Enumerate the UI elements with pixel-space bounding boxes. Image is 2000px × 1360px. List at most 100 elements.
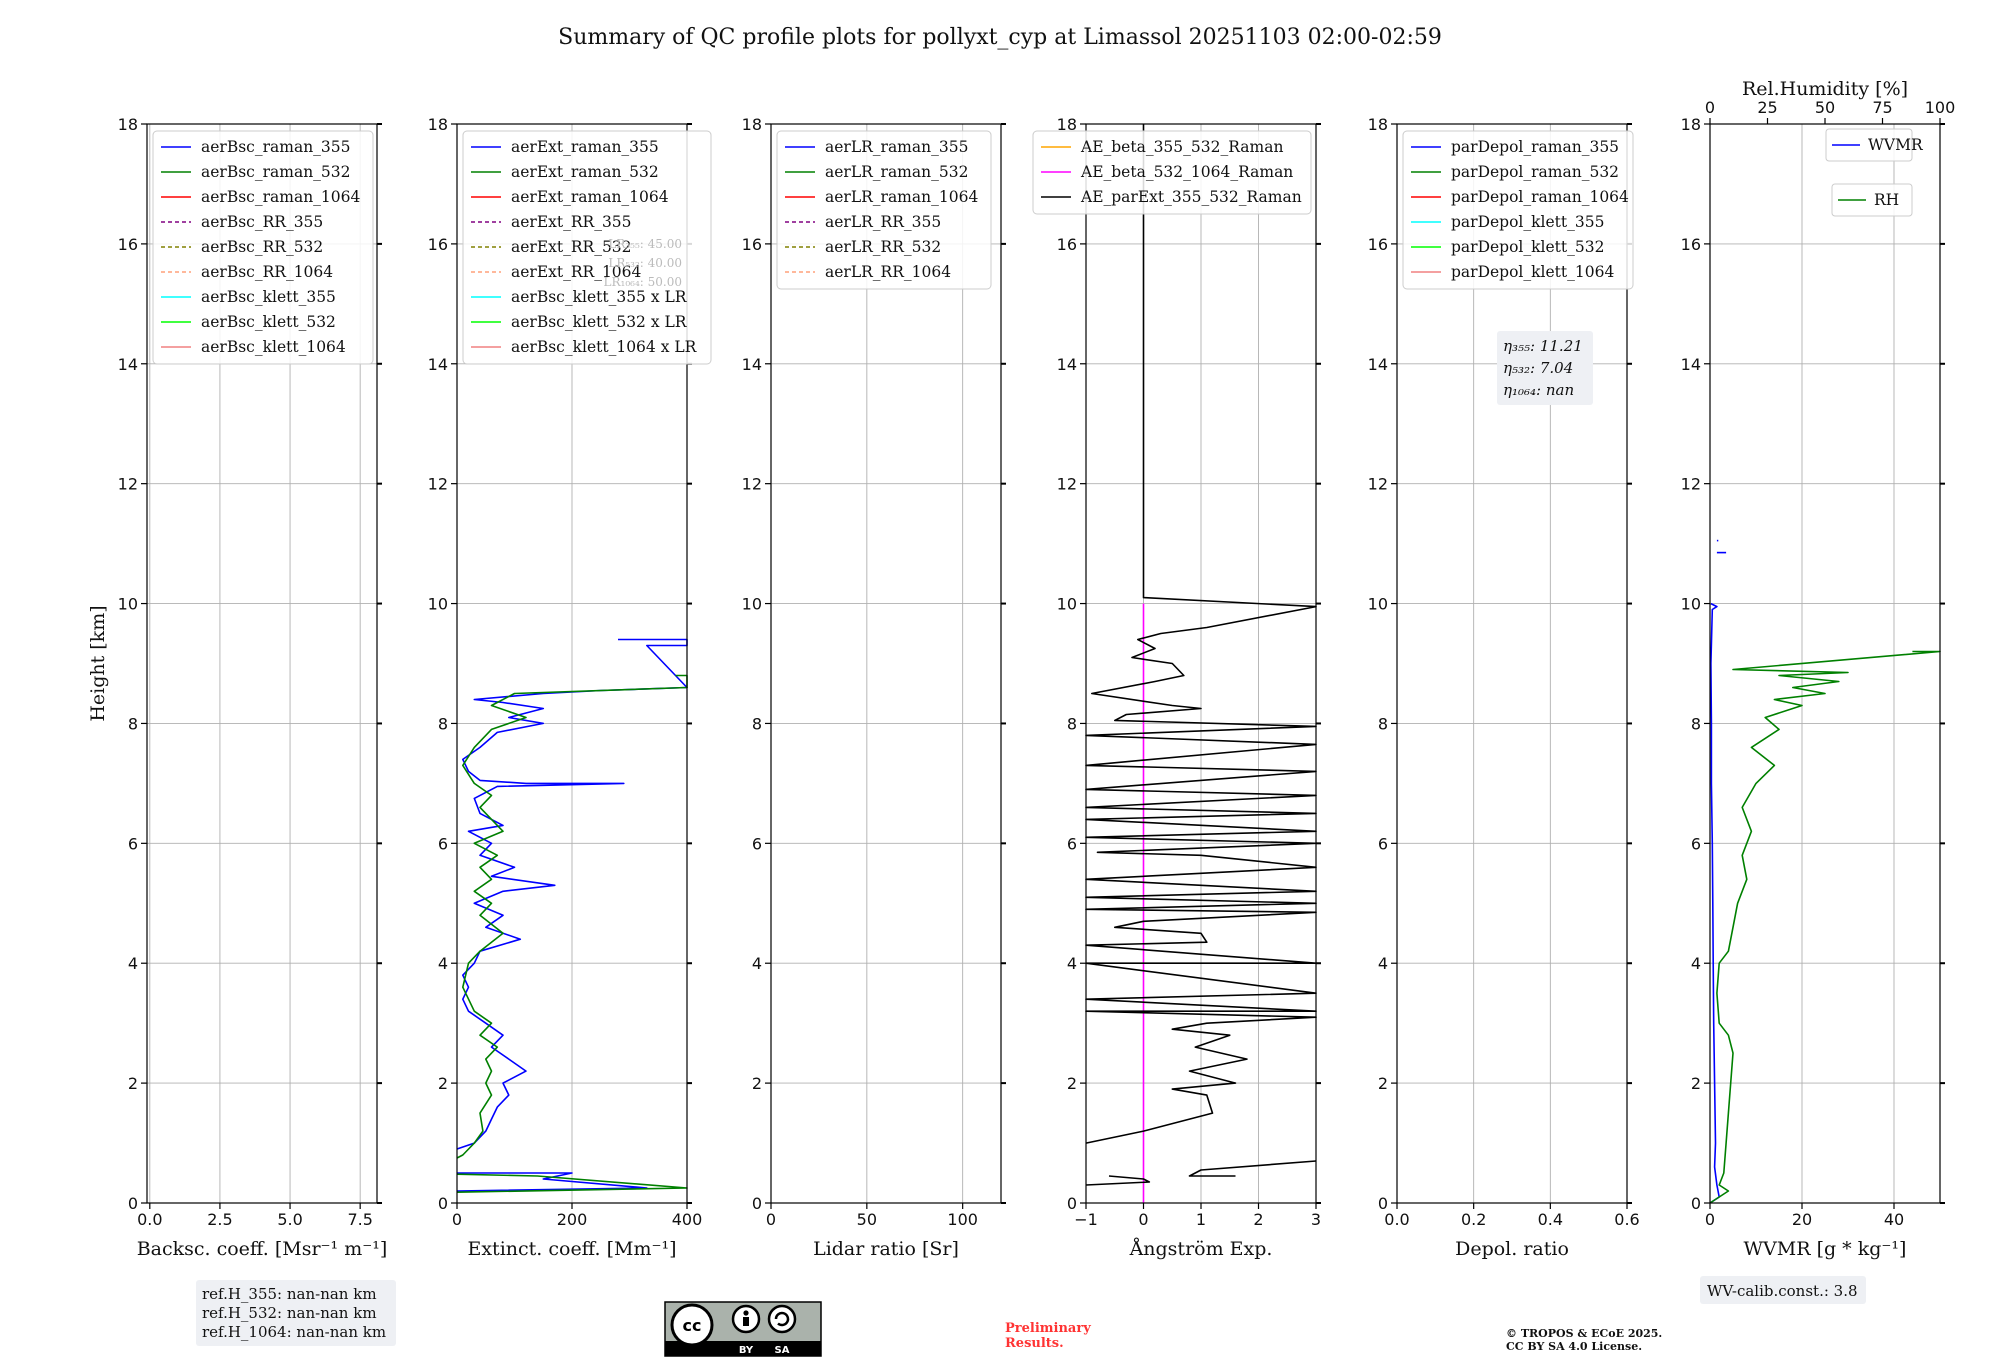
x-axis-label: Ångström Exp. xyxy=(1129,1238,1273,1260)
y-tick-label: 10 xyxy=(118,595,138,614)
y-tick-label: 10 xyxy=(1057,595,1077,614)
y-tick-label: 8 xyxy=(1691,714,1701,733)
x-tick-label: 7.5 xyxy=(347,1210,372,1229)
y-tick-label: 4 xyxy=(1691,954,1701,973)
x-tick-label: 20 xyxy=(1792,1210,1812,1229)
y-tick-label: 0 xyxy=(438,1194,448,1213)
eta-value: η₃₅₅: 11.21 xyxy=(1503,337,1583,355)
x-tick-label: 40 xyxy=(1884,1210,1904,1229)
legend-extinction: aerExt_raman_355 aerExt_raman_532 aerExt_r… xyxy=(462,130,712,365)
x-axis-label: Extinct. coeff. [Mm⁻¹] xyxy=(467,1238,676,1260)
x-tick-label: 0.0 xyxy=(137,1210,162,1229)
legend-entry: aerBsc_klett_1064 xyxy=(201,338,346,356)
y-tick-label: 18 xyxy=(428,115,448,134)
y-tick-label: 6 xyxy=(1067,834,1077,853)
x-tick-label: 0.4 xyxy=(1538,1210,1563,1229)
legend-entry: aerExt_raman_355 xyxy=(511,138,659,156)
legend-entry: aerExt_RR_355 xyxy=(511,213,632,231)
preliminary-line2: Results. xyxy=(1005,1336,1064,1351)
copyright-line1: © TROPOS & ECoE 2025. xyxy=(1506,1327,1662,1340)
legend-entry: aerBsc_RR_355 xyxy=(201,213,323,231)
y-tick-label: 18 xyxy=(1681,115,1701,134)
eta-value: η₅₃₂: 7.04 xyxy=(1503,359,1573,377)
panel-extinction: 0 200 400 0 2 4 6 8 10 12 14 16 18 Extinct. coeff. [M… xyxy=(428,115,712,1260)
y-tick-label: 12 xyxy=(1368,475,1388,494)
figure-title: Summary of QC profile plots for pollyxt_… xyxy=(558,25,1442,50)
y-tick-label: 4 xyxy=(752,954,762,973)
sa-label: SA xyxy=(775,1345,790,1356)
y-tick-label: 0 xyxy=(128,1194,138,1213)
y-tick-label: 6 xyxy=(1378,834,1388,853)
y-tick-label: 4 xyxy=(1067,954,1077,973)
legend-entry: aerBsc_klett_1064 x LR xyxy=(511,338,698,356)
y-tick-label: 2 xyxy=(1067,1074,1077,1093)
legend-rh: RH xyxy=(1831,183,1913,217)
y-tick-label: 8 xyxy=(438,714,448,733)
x-tick-label: 5.0 xyxy=(277,1210,302,1229)
y-tick-label: 4 xyxy=(1378,954,1388,973)
y-tick-label: 10 xyxy=(742,595,762,614)
legend-entry: parDepol_raman_532 xyxy=(1451,163,1619,181)
lr-text: LR₃₅₅: 45.00 xyxy=(608,237,682,251)
legend-entry: AE_parExt_355_532_Raman xyxy=(1080,188,1302,206)
panel-lidar_ratio: 0 50 100 0 2 4 6 8 10 12 14 16 18 Lidar ratio [Sr] aer… xyxy=(742,115,1006,1260)
legend-entry: aerBsc_klett_355 x LR xyxy=(511,288,688,306)
y-tick-label: 14 xyxy=(1681,355,1701,374)
y-tick-label: 18 xyxy=(1057,115,1077,134)
legend-lidar_ratio: aerLR_raman_355 aerLR_raman_532 aerLR_rama… xyxy=(776,130,992,290)
eta-value: η₁₀₆₄: nan xyxy=(1503,381,1574,399)
top-x-tick-label: 25 xyxy=(1757,98,1777,117)
y-tick-label: 12 xyxy=(742,475,762,494)
legend-entry: aerBsc_klett_532 xyxy=(201,313,336,331)
series-AE_parExt_355_532_Raman_low xyxy=(1188,1160,1317,1177)
legend-entry: aerBsc_raman_532 xyxy=(201,163,351,181)
legend-entry: aerLR_raman_355 xyxy=(825,138,968,156)
x-tick-label: 100 xyxy=(947,1210,978,1229)
series-aerExt_raman_532_low xyxy=(456,1173,688,1193)
x-tick-label: 0.2 xyxy=(1461,1210,1486,1229)
series-RH xyxy=(1709,650,1941,1204)
x-tick-label: 0 xyxy=(452,1210,462,1229)
y-tick-label: 14 xyxy=(1057,355,1077,374)
y-tick-label: 14 xyxy=(118,355,138,374)
x-tick-label: 0 xyxy=(1138,1210,1148,1229)
x-tick-label: −1 xyxy=(1074,1210,1098,1229)
legend-entry: AE_beta_355_532_Raman xyxy=(1080,138,1283,156)
y-tick-label: 4 xyxy=(128,954,138,973)
legend-entry: aerBsc_raman_355 xyxy=(201,138,351,156)
x-axis-label: Backsc. coeff. [Msr⁻¹ m⁻¹] xyxy=(137,1238,388,1260)
axes-frame xyxy=(1396,123,1628,1204)
y-tick-label: 12 xyxy=(1681,475,1701,494)
legend-entry: aerBsc_raman_1064 xyxy=(201,188,361,206)
ref-h-532: ref.H_532: nan-nan km xyxy=(202,1304,377,1322)
y-tick-label: 8 xyxy=(128,714,138,733)
x-tick-label: 2.5 xyxy=(207,1210,232,1229)
x-tick-label: 0.0 xyxy=(1384,1210,1409,1229)
y-tick-label: 16 xyxy=(118,235,138,254)
legend-entry: aerLR_RR_532 xyxy=(825,238,941,256)
y-tick-label: 10 xyxy=(1681,595,1701,614)
legend-entry: aerLR_RR_355 xyxy=(825,213,941,231)
y-tick-label: 16 xyxy=(742,235,762,254)
y-tick-label: 12 xyxy=(428,475,448,494)
x-tick-label: 3 xyxy=(1311,1210,1321,1229)
legend-backscatter: aerBsc_raman_355 aerBsc_raman_532 aerBsc_r… xyxy=(152,130,374,365)
series-AE_parExt_355_532_Raman_low2 xyxy=(1085,1175,1151,1186)
y-tick-label: 2 xyxy=(1691,1074,1701,1093)
panel-depol: 0.0 0.2 0.4 0.6 0 2 4 6 8 10 12 14 16 18 Depol. ratio p… xyxy=(1368,115,1640,1260)
series-AE_parExt_355_532_Raman xyxy=(1085,124,1317,1144)
legend-entry: aerLR_RR_1064 xyxy=(825,263,951,281)
legend-entry: aerExt_raman_532 xyxy=(511,163,659,181)
ref-h-1064: ref.H_1064: nan-nan km xyxy=(202,1323,386,1341)
y-tick-label: 8 xyxy=(1378,714,1388,733)
y-tick-label: 8 xyxy=(752,714,762,733)
legend-entry: aerExt_RR_1064 xyxy=(511,263,642,281)
lr-text: LR₁₀₆₄: 50.00 xyxy=(604,275,682,289)
y-tick-label: 14 xyxy=(742,355,762,374)
legend-entry: aerLR_raman_1064 xyxy=(825,188,978,206)
legend-entry: AE_beta_532_1064_Raman xyxy=(1080,163,1293,181)
top-x-tick-label: 100 xyxy=(1925,98,1956,117)
legend-depol: parDepol_raman_355 parDepol_raman_532 parD… xyxy=(1402,130,1634,290)
x-tick-label: 400 xyxy=(672,1210,703,1229)
